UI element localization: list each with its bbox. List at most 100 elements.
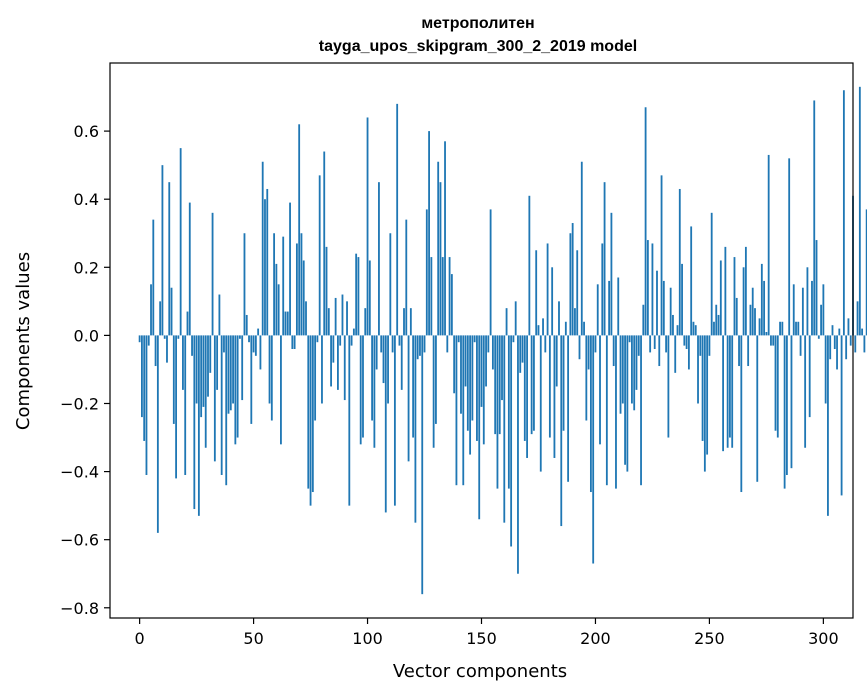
bar-130 — [435, 335, 437, 424]
bar-223 — [646, 240, 649, 336]
y-axis-label: Components values — [13, 252, 34, 430]
bar-295 — [811, 280, 813, 336]
bar-255 — [719, 260, 722, 336]
bar-102 — [371, 335, 374, 421]
bar-24 — [193, 335, 196, 510]
bar-67 — [291, 335, 294, 350]
y-tick-label: 0.2 — [74, 258, 99, 277]
bar-259 — [729, 335, 731, 438]
bar-202 — [599, 335, 601, 445]
y-tick-label: −0.8 — [60, 599, 99, 618]
bar-309 — [842, 90, 845, 336]
bar-149 — [478, 335, 481, 520]
bar-236 — [676, 325, 679, 336]
bar-108 — [384, 335, 387, 513]
bar-217 — [633, 335, 636, 411]
bar-47 — [245, 314, 248, 336]
bar-76 — [311, 335, 314, 493]
bar-268 — [749, 304, 752, 336]
bar-245 — [697, 335, 699, 404]
bar-63 — [282, 236, 285, 336]
bar-238 — [681, 263, 683, 336]
x-tick-label: 0 — [135, 629, 145, 648]
bar-150 — [480, 335, 483, 407]
bar-210 — [617, 277, 620, 336]
bar-35 — [218, 294, 221, 336]
bar-244 — [694, 325, 697, 336]
bar-187 — [564, 321, 567, 336]
bar-50 — [252, 335, 255, 353]
bar-188 — [567, 335, 570, 482]
bar-94 — [352, 328, 355, 336]
bar-146 — [471, 335, 474, 421]
bar-13 — [168, 182, 171, 336]
bar-38 — [225, 335, 228, 486]
bar-317 — [861, 328, 864, 336]
x-tick-label: 200 — [580, 629, 611, 648]
bar-312 — [849, 335, 852, 346]
bar-74 — [307, 335, 310, 489]
bar-1 — [141, 335, 143, 418]
bar-176 — [539, 335, 542, 472]
bar-229 — [660, 175, 663, 336]
bar-89 — [341, 294, 344, 336]
bar-31 — [209, 335, 212, 373]
bar-15 — [172, 335, 175, 424]
bar-241 — [687, 335, 690, 370]
bar-5 — [150, 284, 152, 336]
bar-48 — [248, 335, 250, 343]
x-tick-label: 100 — [352, 629, 383, 648]
bar-249 — [706, 335, 709, 455]
bar-135 — [446, 335, 449, 353]
bar-194 — [580, 161, 583, 336]
bar-37 — [223, 335, 225, 353]
bar-250 — [708, 335, 711, 356]
bar-61 — [277, 284, 280, 336]
bar-138 — [453, 335, 456, 394]
bar-215 — [628, 335, 631, 343]
bar-123 — [419, 335, 421, 356]
bar-153 — [487, 335, 490, 353]
bar-251 — [710, 212, 713, 336]
bar-222 — [644, 107, 647, 336]
bar-243 — [692, 321, 695, 336]
bar-191 — [574, 308, 576, 336]
bar-99 — [364, 308, 367, 336]
bar-161 — [505, 308, 508, 336]
bar-318 — [863, 335, 866, 353]
bar-151 — [482, 335, 485, 445]
bar-26 — [197, 335, 200, 516]
bar-51 — [254, 335, 257, 356]
bar-279 — [774, 335, 777, 431]
bar-25 — [195, 335, 198, 404]
bar-230 — [662, 280, 665, 336]
bar-175 — [537, 325, 540, 336]
bar-159 — [501, 335, 503, 401]
bar-78 — [316, 335, 319, 343]
bar-93 — [350, 335, 353, 346]
bar-186 — [562, 335, 565, 431]
bar-315 — [856, 301, 859, 336]
bar-147 — [473, 335, 476, 343]
bar-298 — [817, 335, 820, 339]
bar-86 — [334, 297, 337, 336]
bar-264 — [740, 335, 743, 493]
bar-227 — [656, 270, 658, 336]
bar-73 — [305, 301, 307, 336]
bar-165 — [514, 301, 517, 336]
bar-271 — [756, 335, 759, 482]
bar-19 — [182, 335, 184, 390]
bar-214 — [626, 335, 629, 472]
bar-302 — [827, 335, 829, 516]
bar-291 — [801, 287, 804, 336]
bar-58 — [270, 335, 273, 421]
bar-273 — [760, 263, 763, 336]
bar-142 — [462, 335, 465, 486]
bar-239 — [683, 335, 686, 346]
bar-163 — [510, 335, 513, 547]
bar-162 — [507, 335, 510, 489]
bar-140 — [457, 335, 460, 343]
bar-133 — [441, 257, 444, 336]
bar-17 — [177, 335, 180, 339]
bar-98 — [362, 335, 364, 438]
